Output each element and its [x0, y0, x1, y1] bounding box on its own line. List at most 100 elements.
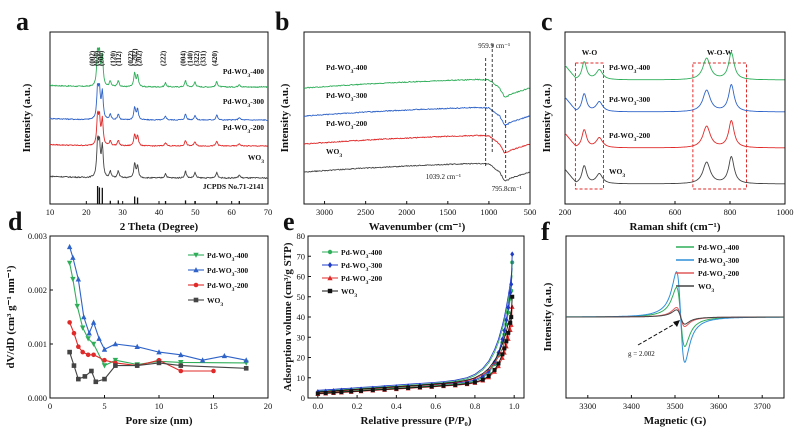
panel-label-c: c [541, 7, 553, 36]
data-point [327, 288, 333, 294]
data-point [506, 304, 511, 311]
xrd-series-line [49, 82, 269, 121]
legend-label: WO3 [207, 296, 223, 308]
data-point [508, 320, 513, 325]
data-point [134, 343, 140, 349]
hkl-label: (002) [89, 50, 97, 66]
data-point [70, 254, 76, 260]
data-point [486, 368, 491, 374]
hkl-label: (222) [160, 50, 168, 66]
panel-label-f: f [541, 217, 550, 246]
data-point [193, 282, 199, 288]
legend-label: Pd-WO3-400 [207, 251, 248, 263]
y-axis-title: Intensity (a.u.) [279, 83, 291, 152]
data-point [199, 357, 206, 363]
series-label: WO3 [609, 167, 625, 179]
data-point [74, 303, 80, 310]
hkl-label: (202) [136, 50, 144, 66]
data-point [243, 357, 249, 363]
data-point [178, 363, 184, 368]
data-point [101, 363, 108, 369]
data-point [156, 360, 162, 366]
ftir-series-line [303, 134, 530, 154]
box-label: W-O [582, 48, 598, 57]
x-tick-label: 500 [524, 207, 537, 217]
legend-label: Pd-WO3-300 [698, 256, 739, 268]
data-point [492, 359, 497, 365]
raman-series-line [564, 52, 785, 81]
data-point [504, 339, 509, 344]
data-point [67, 320, 72, 325]
hkl-label: (022) [127, 50, 135, 66]
series-label: Pd-WO3-400 [326, 63, 367, 75]
data-point [480, 377, 485, 382]
data-point [90, 341, 97, 347]
xrd-series-line [49, 135, 269, 180]
ftir-series-line [303, 162, 530, 182]
x-tick-label: 10 [155, 401, 164, 411]
y-tick-label: 10 [297, 373, 306, 383]
pore-series-line [69, 262, 247, 367]
highlight-box [692, 62, 747, 190]
legend-label: Pd-WO3-200 [207, 281, 248, 293]
data-point [339, 390, 344, 395]
data-point [504, 317, 509, 323]
isotherm-desorption-line [317, 268, 513, 391]
x-axis-title: Magnetic (G) [644, 415, 707, 427]
data-point [509, 281, 514, 288]
raman-series-line [564, 156, 785, 185]
y-axis-title: dV/dD (cm³ g⁻¹ nm⁻¹) [5, 265, 17, 368]
y-tick-label: 80 [297, 231, 306, 241]
series-label: WO3 [326, 147, 342, 159]
x-tick-label: 600 [669, 207, 682, 217]
legend-label: WO3 [698, 282, 714, 294]
data-point [327, 275, 333, 281]
x-tick-label: 200 [559, 207, 572, 217]
plot-frame [303, 31, 531, 205]
data-point [500, 355, 505, 360]
series-label: Pd-WO3-300 [326, 91, 367, 103]
hkl-label: (112) [115, 51, 123, 66]
data-point [70, 276, 76, 283]
data-point [113, 363, 118, 368]
data-point [81, 314, 87, 320]
data-point [465, 381, 470, 386]
data-point [429, 384, 434, 389]
x-tick-label: 0.4 [391, 401, 402, 411]
x-tick-label: 3700 [754, 401, 771, 411]
x-tick-label: 3500 [667, 401, 684, 411]
data-point [90, 319, 97, 325]
data-point [349, 389, 354, 394]
data-point [66, 243, 73, 250]
data-point [101, 346, 108, 352]
data-point [323, 391, 328, 396]
y-tick-label: 40 [297, 312, 306, 322]
arrow-head [673, 320, 680, 327]
panel-f-epr: f 3300 3400 3500 3600 3700 Magnetic (G) Intensi… [541, 217, 785, 427]
panel-label-b: b [275, 7, 289, 36]
data-point [221, 352, 228, 359]
y-axis-title: Intensity (a.u.) [542, 282, 554, 351]
highlight-box [574, 62, 605, 190]
data-point [193, 297, 199, 303]
data-point [80, 325, 86, 331]
epr-series-line [566, 309, 784, 325]
x-tick-label: 3400 [623, 401, 640, 411]
hkl-label: (331) [200, 50, 208, 66]
data-point [93, 379, 99, 385]
data-point [86, 330, 92, 336]
panel-a-xrd: a 10 20 30 40 50 60 70 2 Theta (Degree) Intensity… [16, 7, 272, 233]
data-point [486, 374, 491, 379]
data-point [370, 388, 375, 393]
y-axis-title: Adsorption volume (cm³/g STP) [282, 242, 294, 391]
series-label: Pd-WO3-400 [609, 63, 650, 75]
data-point [85, 352, 91, 358]
data-point [382, 387, 387, 392]
panel-label-a: a [16, 7, 29, 36]
hkl-label: (020) [93, 50, 101, 66]
x-tick-label: 30 [118, 207, 127, 217]
hkl-label: (420) [211, 50, 219, 66]
panel-b-ftir: b 3000 2500 2000 1500 1000 500 Wavenumber (cm⁻¹… [275, 7, 536, 233]
data-point [112, 357, 119, 364]
x-tick-label: 40 [155, 207, 164, 217]
